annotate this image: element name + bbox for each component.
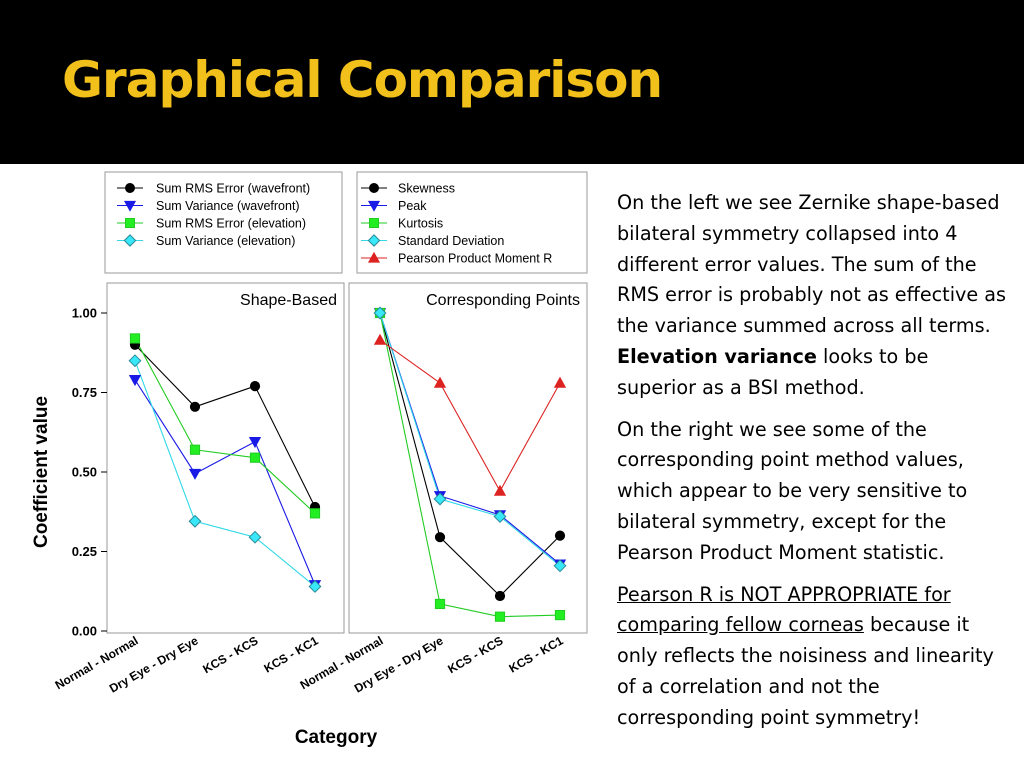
data-point-2-4-1: [373, 306, 387, 320]
legend-marker-1-1: [125, 183, 135, 193]
y-tick-label-4: 0.75: [72, 385, 97, 400]
data-point-2-1-4: [554, 530, 566, 541]
x-tick-label-2-3: KCS - KCS: [445, 633, 505, 676]
paragraph-shape-based: On the left we see Zernike shape-based b…: [617, 188, 1012, 404]
paragraph-pearson: Pearson R is NOT APPROPRIATE for compari…: [617, 580, 1012, 734]
legend-marker-1-4: [123, 234, 137, 247]
y-tick-label-1: 0.00: [72, 624, 97, 639]
legend-label-2-4: Standard Deviation: [398, 234, 504, 248]
legend-label-2-2: Peak: [398, 199, 427, 213]
data-point-1-1-2: [189, 401, 201, 412]
data-point-2-5-1: [373, 333, 387, 345]
data-point-1-4-1: [128, 354, 142, 368]
data-point-1-3-1: [129, 333, 141, 344]
legend-label-1-4: Sum Variance (elevation): [156, 234, 295, 248]
y-tick-label-3: 0.50: [72, 465, 97, 480]
data-point-1-1-3: [249, 381, 261, 392]
series-line-1-1: [134, 344, 316, 508]
comparison-chart: Sum RMS Error (wavefront) Sum Variance (w…: [31, 171, 588, 748]
legend-marker-2-4: [367, 234, 381, 247]
series-line-2-1: [379, 312, 561, 597]
series-line-1-3: [134, 338, 316, 514]
y-tick-label-5: 1.00: [72, 306, 97, 321]
paragraph-corresponding-points: On the right we see some of the correspo…: [617, 415, 1012, 569]
x-tick-label-1-4: KCS - KC1: [262, 633, 321, 675]
p3-underlined: Pearson R is NOT APPROPRIATE for compari…: [617, 582, 951, 637]
p2-text: On the right we see some of the correspo…: [617, 417, 968, 564]
slide-title: Graphical Comparison: [62, 51, 663, 109]
y-axis-label: Coefficient value: [31, 396, 52, 548]
x-axis-label: Category: [295, 727, 378, 748]
data-point-2-3-4: [554, 610, 566, 621]
panel-title-1: Shape-Based: [240, 292, 337, 309]
legend-box-1: [104, 171, 343, 274]
data-point-1-3-4: [309, 508, 321, 519]
legend-marker-2-3: [369, 218, 379, 228]
data-point-2-3-3: [494, 611, 506, 622]
p3-text: because it only reflects the noisiness a…: [617, 613, 994, 729]
legend-marker-1-3: [125, 218, 135, 228]
p1-emphasis: Elevation variance: [617, 344, 817, 368]
data-point-2-1-2: [434, 532, 446, 543]
legend-marker-2-2: [367, 200, 381, 212]
p1-text-end: looks to be superior as a BSI method.: [617, 344, 929, 399]
data-point-2-4-3: [493, 510, 507, 523]
title-divider: [0, 160, 1024, 164]
data-point-2-3-2: [434, 598, 446, 610]
x-tick-label-2-4: KCS - KC1: [507, 633, 566, 675]
series-line-1-4: [134, 360, 316, 587]
data-point-2-4-2: [433, 492, 447, 506]
legend-label-2-1: Skewness: [398, 182, 455, 196]
data-point-1-3-2: [189, 444, 201, 455]
data-point-1-2-1: [128, 375, 142, 387]
slide-content: Sum RMS Error (wavefront) Sum Variance (w…: [0, 164, 1024, 768]
data-point-2-4-4: [553, 559, 567, 573]
data-point-1-4-4: [308, 580, 322, 593]
panel-title-2: Corresponding Points: [426, 292, 580, 309]
data-point-2-5-2: [433, 376, 447, 388]
data-point-1-2-3: [248, 437, 262, 449]
x-tick-label-1-3: KCS - KCS: [200, 633, 260, 676]
legend-label-2-5: Pearson Product Moment R: [398, 252, 552, 266]
y-tick-label-2: 0.25: [72, 544, 97, 559]
data-point-1-4-2: [188, 514, 202, 528]
series-line-2-3: [379, 312, 561, 618]
series-line-1-2: [134, 379, 316, 586]
text-column: On the left we see Zernike shape-based b…: [617, 188, 1012, 745]
legend-label-1-2: Sum Variance (wavefront): [156, 199, 300, 213]
data-point-1-3-3: [249, 452, 261, 463]
data-point-2-5-3: [493, 484, 507, 496]
legend-marker-2-5: [367, 251, 381, 263]
data-point-1-4-3: [248, 530, 262, 544]
series-line-2-5: [379, 339, 561, 493]
data-point-2-1-3: [494, 590, 506, 602]
data-point-2-5-4: [553, 376, 567, 388]
p1-text: On the left we see Zernike shape-based b…: [617, 191, 1007, 338]
legend-marker-1-2: [123, 200, 137, 212]
data-point-1-2-2: [188, 468, 202, 480]
legend-label-1-3: Sum RMS Error (elevation): [156, 217, 306, 231]
legend-label-2-3: Kurtosis: [398, 217, 443, 231]
legend-label-1-1: Sum RMS Error (wavefront): [156, 182, 310, 196]
title-band: Graphical Comparison: [0, 0, 1024, 160]
legend-marker-2-1: [369, 183, 379, 193]
series-line-2-4: [379, 312, 561, 567]
legend-box-2: [356, 171, 588, 274]
